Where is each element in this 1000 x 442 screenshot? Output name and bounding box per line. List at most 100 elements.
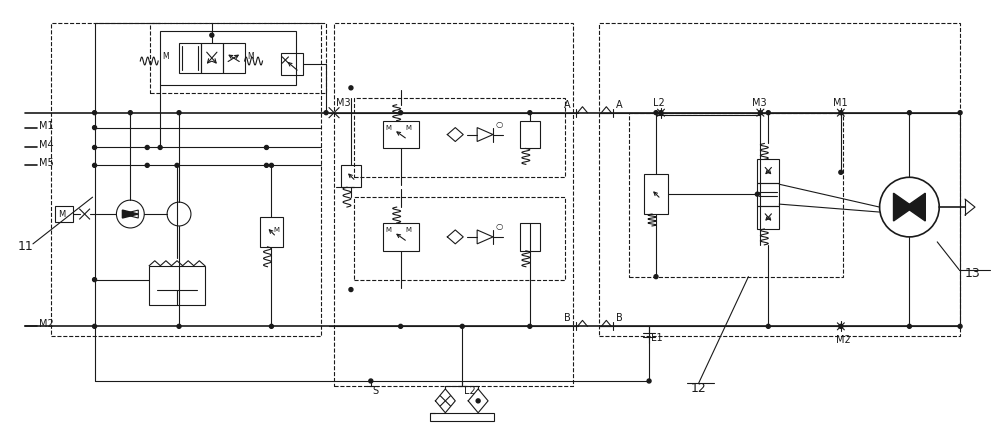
Circle shape bbox=[145, 164, 149, 168]
Circle shape bbox=[177, 110, 181, 114]
Circle shape bbox=[399, 324, 403, 328]
Circle shape bbox=[958, 324, 962, 328]
Circle shape bbox=[460, 324, 464, 328]
Bar bbox=[354, 197, 565, 280]
Bar bbox=[757, 206, 779, 229]
Bar bbox=[644, 174, 668, 214]
Circle shape bbox=[158, 145, 162, 149]
Text: B: B bbox=[616, 313, 623, 324]
Circle shape bbox=[93, 278, 97, 282]
Circle shape bbox=[128, 110, 132, 114]
Bar bbox=[629, 113, 843, 277]
Bar bbox=[179, 43, 201, 73]
Text: M: M bbox=[248, 52, 254, 61]
Text: L2: L2 bbox=[464, 386, 476, 396]
Text: M3: M3 bbox=[336, 98, 351, 108]
Text: M: M bbox=[273, 227, 279, 233]
Circle shape bbox=[647, 379, 651, 383]
Circle shape bbox=[758, 110, 762, 114]
Text: M: M bbox=[58, 210, 65, 218]
Text: M: M bbox=[386, 227, 392, 233]
Circle shape bbox=[755, 192, 759, 196]
Text: 11: 11 bbox=[18, 240, 34, 253]
Circle shape bbox=[907, 324, 911, 328]
Text: B: B bbox=[564, 313, 570, 324]
Text: M: M bbox=[386, 125, 392, 130]
Circle shape bbox=[528, 324, 532, 328]
Circle shape bbox=[324, 110, 328, 114]
Circle shape bbox=[264, 164, 268, 168]
Bar bbox=[51, 23, 321, 336]
Text: M5: M5 bbox=[39, 158, 54, 168]
Circle shape bbox=[349, 86, 353, 90]
Circle shape bbox=[177, 324, 181, 328]
Circle shape bbox=[839, 324, 843, 328]
Text: M: M bbox=[162, 52, 169, 61]
Text: ○: ○ bbox=[495, 222, 502, 232]
Circle shape bbox=[369, 379, 373, 383]
Bar bbox=[150, 23, 326, 93]
Circle shape bbox=[766, 110, 770, 114]
Circle shape bbox=[839, 110, 843, 114]
Circle shape bbox=[766, 324, 770, 328]
Circle shape bbox=[349, 288, 353, 292]
Circle shape bbox=[264, 145, 268, 149]
Circle shape bbox=[907, 110, 911, 114]
Text: M4: M4 bbox=[39, 141, 54, 150]
Text: M1: M1 bbox=[39, 121, 54, 130]
Bar bbox=[520, 121, 540, 149]
Circle shape bbox=[175, 164, 179, 168]
Circle shape bbox=[528, 110, 532, 114]
Bar bbox=[430, 413, 494, 421]
Bar bbox=[149, 266, 205, 305]
Bar bbox=[201, 43, 223, 73]
Circle shape bbox=[93, 126, 97, 130]
Text: 13: 13 bbox=[965, 267, 981, 280]
Bar bbox=[757, 160, 779, 183]
Bar bbox=[260, 217, 283, 247]
Circle shape bbox=[93, 164, 97, 168]
Text: L2: L2 bbox=[653, 98, 665, 108]
Circle shape bbox=[269, 324, 273, 328]
Text: M: M bbox=[406, 125, 412, 130]
Bar bbox=[757, 183, 779, 206]
Bar bbox=[599, 23, 960, 336]
Bar bbox=[520, 223, 540, 251]
Text: M: M bbox=[406, 227, 412, 233]
Circle shape bbox=[210, 33, 214, 37]
Bar bbox=[160, 31, 296, 85]
Bar bbox=[341, 165, 361, 187]
Circle shape bbox=[659, 110, 663, 114]
Circle shape bbox=[93, 110, 97, 114]
Text: M2: M2 bbox=[836, 335, 851, 345]
Circle shape bbox=[399, 110, 403, 114]
Bar bbox=[223, 43, 245, 73]
Circle shape bbox=[93, 324, 97, 328]
Polygon shape bbox=[905, 193, 925, 221]
Text: ○: ○ bbox=[495, 120, 502, 129]
Text: A: A bbox=[564, 100, 570, 110]
Bar bbox=[354, 98, 565, 177]
Bar bbox=[383, 223, 419, 251]
Polygon shape bbox=[122, 210, 138, 218]
Bar bbox=[383, 121, 419, 149]
Text: A: A bbox=[616, 100, 623, 110]
Circle shape bbox=[958, 110, 962, 114]
Circle shape bbox=[145, 145, 149, 149]
Circle shape bbox=[654, 274, 658, 278]
Text: L1: L1 bbox=[651, 333, 663, 343]
Text: M3: M3 bbox=[752, 98, 767, 108]
Bar bbox=[334, 23, 573, 386]
Bar bbox=[55, 206, 73, 222]
Text: S: S bbox=[373, 386, 379, 396]
Bar bbox=[281, 53, 303, 75]
Circle shape bbox=[476, 399, 480, 403]
Text: 12: 12 bbox=[691, 382, 707, 396]
Text: M1: M1 bbox=[833, 98, 848, 108]
Text: M2: M2 bbox=[39, 320, 54, 329]
Circle shape bbox=[654, 110, 658, 114]
Polygon shape bbox=[894, 193, 913, 221]
Circle shape bbox=[839, 170, 843, 174]
Circle shape bbox=[269, 164, 273, 168]
Circle shape bbox=[93, 145, 97, 149]
